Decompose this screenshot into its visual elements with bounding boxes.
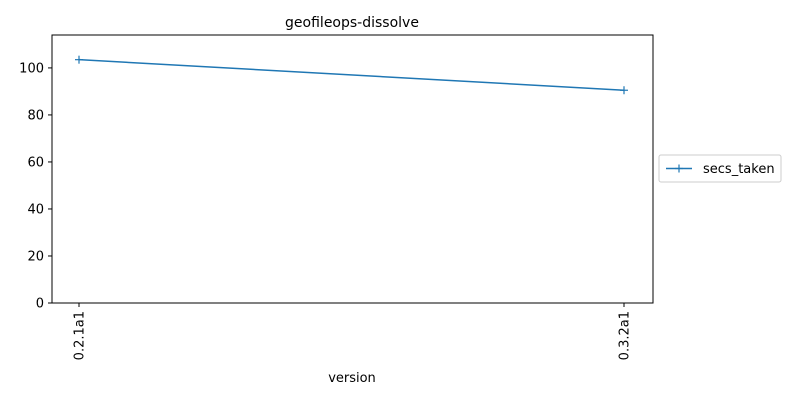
y-tick-label: 60 bbox=[27, 155, 44, 170]
legend-box bbox=[658, 154, 782, 183]
legend: secs_taken bbox=[658, 154, 782, 183]
data-point bbox=[620, 86, 628, 95]
legend-series-marker bbox=[675, 164, 683, 173]
y-tick-label: 40 bbox=[27, 202, 44, 217]
series-line-secs_taken bbox=[78, 58, 625, 91]
y-tick-label: 100 bbox=[19, 61, 44, 76]
y-tick-label: 20 bbox=[27, 249, 44, 264]
legend-series-label: secs_taken bbox=[703, 162, 775, 177]
x-axis-label: version bbox=[328, 371, 376, 386]
x-tick-label: 0.3.2a1 bbox=[618, 311, 633, 360]
series-layer bbox=[75, 55, 628, 95]
y-tick-label: 80 bbox=[27, 108, 44, 123]
data-point bbox=[75, 55, 83, 64]
chart-title: geofileops-dissolve bbox=[285, 15, 419, 31]
y-tick-label: 0 bbox=[36, 297, 44, 312]
y-axis: 0 20 40 60 80 100 bbox=[19, 61, 52, 312]
x-tick-label: 0.2.1a1 bbox=[73, 311, 88, 360]
plot-area bbox=[51, 34, 654, 304]
x-axis: 0.2.1a1 0.3.2a1 bbox=[73, 303, 633, 360]
